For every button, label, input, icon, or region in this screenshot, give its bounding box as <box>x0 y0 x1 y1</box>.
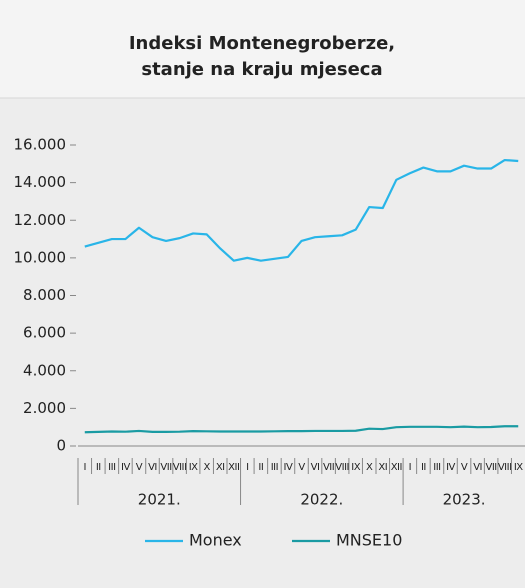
x-tick-label: VI <box>311 462 320 473</box>
x-tick-label: IX <box>514 462 523 473</box>
x-tick-label: II <box>96 462 101 473</box>
legend-label: Monex <box>189 531 242 550</box>
x-tick-label: VII <box>160 462 171 473</box>
y-tick-label: 4.000 <box>23 361 66 379</box>
x-tick-label: III <box>108 462 115 473</box>
year-label: 2021. <box>138 491 181 509</box>
chart-title: stanje na kraju mjeseca <box>141 59 382 80</box>
x-tick-label: X <box>204 462 211 473</box>
x-tick-label: II <box>421 462 426 473</box>
chart-title: Indeksi Montenegroberze, <box>129 33 395 54</box>
legend-label: MNSE10 <box>336 531 402 550</box>
x-tick-label: V <box>136 462 143 473</box>
series-line <box>84 425 519 434</box>
x-tick-label: VIII <box>498 462 512 473</box>
x-tick-label: V <box>298 462 305 473</box>
x-tick-label: III <box>271 462 278 473</box>
x-tick-label: IV <box>284 462 293 473</box>
x-tick-label: IX <box>189 462 198 473</box>
y-tick-label: 16.000 <box>14 136 67 154</box>
y-tick-label: 14.000 <box>14 173 67 191</box>
series-line <box>84 158 519 262</box>
x-tick-label: XII <box>228 462 239 473</box>
x-tick-label: I <box>84 462 86 473</box>
year-label: 2023. <box>443 491 486 509</box>
x-tick-label: IX <box>351 462 360 473</box>
y-tick-label: 6.000 <box>23 324 66 342</box>
y-tick-label: 10.000 <box>14 248 67 266</box>
x-tick-label: XI <box>216 462 225 473</box>
x-tick-label: III <box>433 462 440 473</box>
x-tick-label: I <box>246 462 248 473</box>
x-tick-label: VIII <box>173 462 187 473</box>
x-tick-label: XII <box>391 462 402 473</box>
y-tick-label: 12.000 <box>14 211 67 229</box>
x-tick-label: VIII <box>335 462 349 473</box>
x-tick-label: XI <box>378 462 387 473</box>
x-tick-label: I <box>409 462 411 473</box>
year-label: 2022. <box>300 491 343 509</box>
x-tick-label: X <box>366 462 373 473</box>
y-tick-label: 0 <box>56 437 66 455</box>
x-tick-label: VII <box>323 462 334 473</box>
x-tick-label: VII <box>486 462 497 473</box>
x-tick-label: II <box>258 462 263 473</box>
x-tick-label: IV <box>121 462 130 473</box>
x-tick-label: VI <box>473 462 482 473</box>
y-tick-label: 8.000 <box>23 286 66 304</box>
y-tick-label: 2.000 <box>23 399 66 417</box>
title-band <box>0 0 525 98</box>
x-tick-label: V <box>461 462 468 473</box>
x-tick-label: VI <box>148 462 157 473</box>
x-tick-label: IV <box>446 462 455 473</box>
